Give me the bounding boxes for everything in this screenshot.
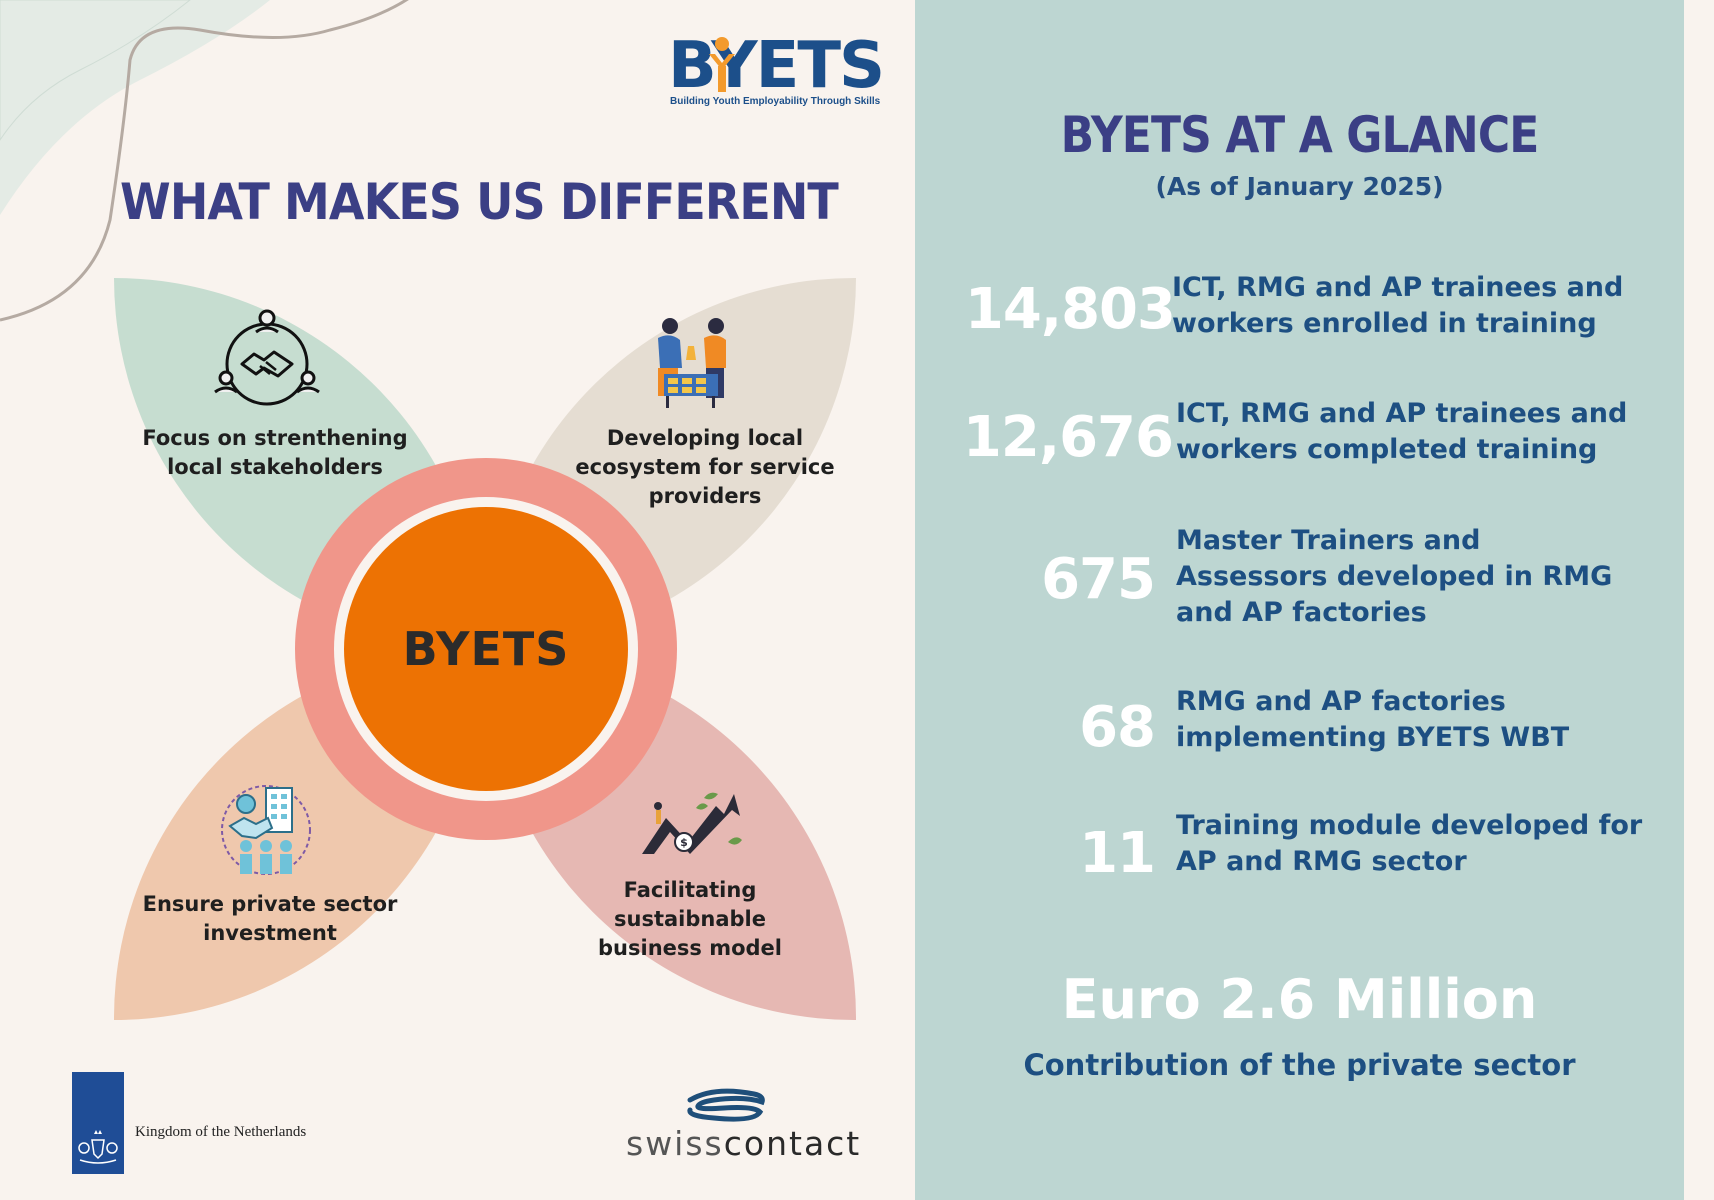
handshake-network-icon	[214, 309, 320, 406]
petal-label-private-investment: Ensure private sector investment	[142, 892, 398, 945]
swisscontact-mark-icon	[687, 1088, 765, 1122]
swisscontact-word-a: swiss	[626, 1124, 724, 1163]
petal-label-stakeholders: Focus on strenthening local stakeholders	[142, 426, 408, 479]
glance-subtitle: (As of January 2025)	[1155, 172, 1444, 201]
right-panel: BYETS AT A GLANCE (As of January 2025) 1…	[915, 0, 1684, 1200]
page-title: WHAT MAKES US DIFFERENT	[120, 173, 839, 231]
byets-logo: BYETS Building Youth Employability Throu…	[668, 30, 898, 110]
stat-value-trainers: 675	[1041, 547, 1156, 612]
netherlands-logo	[72, 1072, 124, 1174]
left-panel: BYETS Building Youth Employability Throu…	[0, 0, 898, 1174]
decorative-curve	[0, 0, 409, 322]
swisscontact-word-b: contact	[723, 1124, 862, 1163]
petal-label-business-model: Facilitating sustaibnable business model	[598, 878, 782, 960]
private-contribution-caption: Contribution of the private sector	[1023, 1048, 1576, 1082]
people-exchange-icon	[658, 318, 726, 408]
stat-desc-trainers: Master Trainers and Assessors developed …	[1176, 525, 1613, 628]
investment-partnership-icon	[221, 785, 311, 875]
stat-value-enrolled: 14,803	[964, 277, 1176, 342]
person-figure-icon	[709, 37, 735, 92]
stat-desc-modules: Training module developed for AP and RMG…	[1176, 810, 1643, 877]
private-contribution-value: Euro 2.6 Million	[1061, 968, 1538, 1031]
center-label: BYETS	[402, 622, 570, 676]
petal-label-service-providers: Developing local ecosystem for service p…	[575, 426, 835, 508]
stat-value-completed: 12,676	[962, 405, 1174, 470]
netherlands-label: Kingdom of the Netherlands	[135, 1124, 307, 1140]
byets-tagline: Building Youth Employability Through Ski…	[670, 96, 881, 107]
byets-wordmark: BYETS	[668, 29, 885, 103]
center-circle: BYETS	[344, 507, 628, 791]
growth-arrow-icon: $	[642, 792, 742, 854]
swisscontact-logo: swisscontact	[626, 1124, 861, 1163]
stat-desc-completed: ICT, RMG and AP trainees and workers com…	[1176, 398, 1628, 465]
stat-desc-enrolled: ICT, RMG and AP trainees and workers enr…	[1172, 272, 1624, 339]
glance-title: BYETS AT A GLANCE	[1060, 106, 1540, 164]
page-edge	[1684, 0, 1714, 1200]
stat-desc-factories: RMG and AP factories implementing BYETS …	[1176, 686, 1570, 753]
stat-value-modules: 11	[1079, 821, 1156, 886]
stat-value-factories: 68	[1079, 695, 1156, 760]
royal-coat-of-arms-icon	[78, 1130, 118, 1164]
svg-text:$: $	[680, 836, 688, 849]
